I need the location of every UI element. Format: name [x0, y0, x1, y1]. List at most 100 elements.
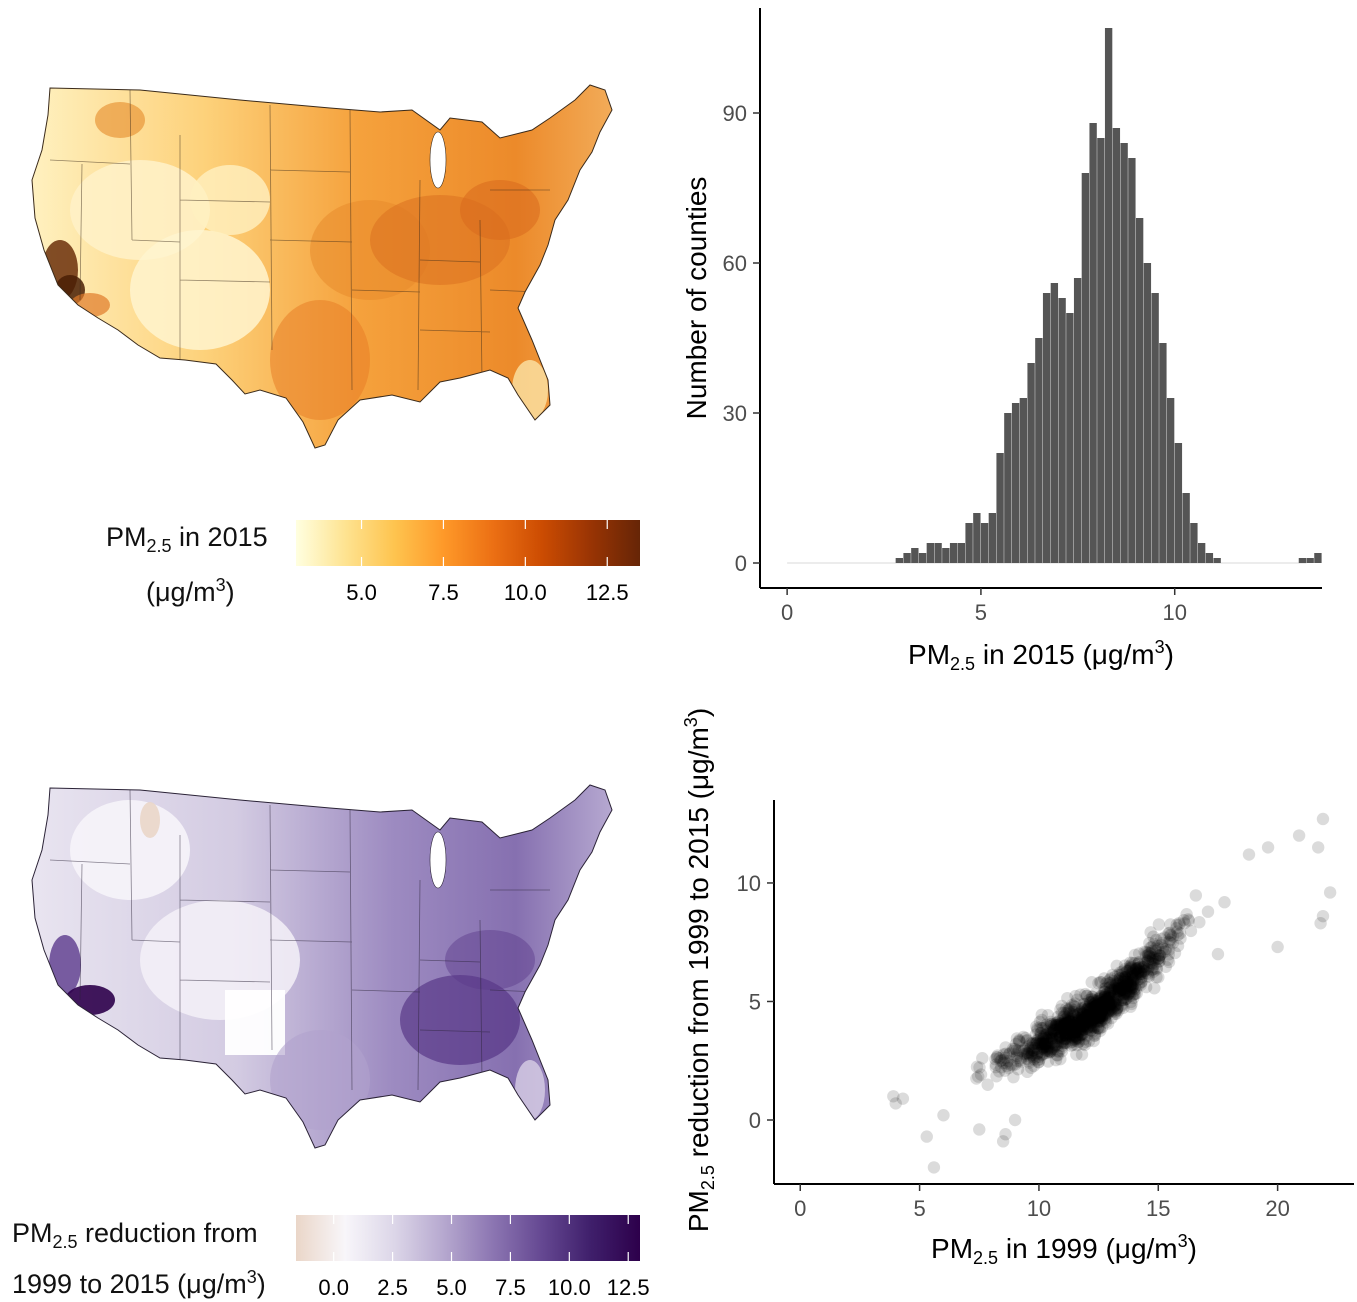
scatter-point — [1072, 1015, 1085, 1028]
scatter-point — [1104, 1002, 1117, 1015]
histogram-bar — [1314, 553, 1322, 563]
scatter-point — [1118, 980, 1131, 993]
scatter-point — [1118, 987, 1131, 1000]
scatter-point — [1124, 995, 1138, 1009]
scatter-point — [1042, 1044, 1056, 1058]
scatter-point — [1101, 1017, 1115, 1030]
scatter-point — [1058, 1032, 1072, 1046]
scatter-point — [1039, 1037, 1052, 1050]
scatter-point — [1201, 905, 1215, 918]
histogram-bar — [1073, 278, 1082, 563]
scatter-point — [994, 1054, 1007, 1068]
scatter-point — [1107, 984, 1120, 997]
scatter-point — [1074, 1021, 1087, 1035]
scatter-point — [1094, 1004, 1108, 1018]
scatter-point — [1027, 1053, 1041, 1066]
scatter-point — [989, 1058, 1002, 1071]
scatter-point — [971, 1070, 985, 1083]
scatter-point — [1147, 963, 1160, 976]
scatter-point — [1261, 841, 1275, 854]
scatter-point — [1085, 1011, 1099, 1024]
scatter-point — [1132, 947, 1146, 960]
scatter-point — [1092, 1012, 1106, 1025]
scatter-point — [1076, 1023, 1090, 1037]
scatter-point — [1092, 1011, 1105, 1025]
scatter-point — [1070, 1048, 1083, 1061]
scatter-point — [1051, 1010, 1064, 1024]
scatter-point — [1086, 1025, 1099, 1038]
scatter-point — [1046, 1029, 1059, 1043]
histogram-bar — [1104, 28, 1113, 563]
scatter-point — [1103, 980, 1117, 994]
scatter-point — [1106, 968, 1119, 982]
scatter-point — [1041, 1040, 1055, 1053]
scatter-point — [1074, 1005, 1088, 1019]
scatter-point — [1149, 933, 1163, 947]
scatter-point — [1061, 1010, 1074, 1023]
scatter-point — [1076, 1014, 1089, 1027]
scatter-point — [1139, 980, 1153, 994]
scatter-point — [1111, 968, 1125, 982]
map2-legend-title-line2: 1999 to 2015 (μg/m3) — [12, 1267, 266, 1299]
scatter-point — [1091, 994, 1105, 1008]
scatter-point — [1083, 995, 1097, 1009]
scatter-point — [1037, 1041, 1050, 1054]
scatter-point — [1151, 939, 1164, 953]
scatter-point — [1158, 931, 1171, 944]
scatter-point — [1150, 970, 1163, 984]
scatter-point — [1097, 996, 1111, 1009]
scatter-point — [1058, 1017, 1072, 1031]
scatter-point — [1044, 1017, 1057, 1031]
scatter-point — [1114, 994, 1128, 1007]
scatter-point — [1095, 1011, 1108, 1025]
scatter-point — [1096, 1004, 1110, 1017]
scatter-point — [1052, 1014, 1066, 1028]
scatter-point — [1117, 975, 1130, 989]
scatter-point — [1069, 1033, 1082, 1046]
scatter-point — [1050, 1048, 1064, 1062]
scatter-point — [1113, 988, 1126, 1002]
scatter-point — [1109, 998, 1123, 1011]
scatter-point — [1112, 985, 1125, 998]
scatter-point — [1041, 1031, 1055, 1044]
scatter-point — [1058, 1029, 1072, 1043]
scatter-point — [1075, 1002, 1089, 1015]
scatter-point — [1031, 1046, 1044, 1060]
scatter-point — [1138, 965, 1152, 978]
scatter-point — [1084, 1008, 1098, 1021]
scatter-point — [1060, 1036, 1074, 1050]
scatter-point — [1125, 997, 1138, 1011]
scatter-point — [1084, 1023, 1098, 1037]
scatter-point — [1058, 1022, 1071, 1035]
scatter-point — [1099, 993, 1113, 1006]
scatter-point — [1080, 1013, 1093, 1026]
scatter-point — [1038, 1038, 1052, 1051]
scatter-point — [1070, 1029, 1083, 1043]
scatter-point — [1164, 918, 1177, 931]
scatter-point — [1035, 1022, 1048, 1035]
scatter-x-tick-label: 15 — [1146, 1196, 1170, 1221]
scatter-y-tick-label: 5 — [749, 989, 761, 1014]
scatter-point — [1171, 928, 1185, 942]
scatter-point — [1128, 972, 1142, 986]
scatter-point — [1056, 1020, 1070, 1033]
scatter-point — [973, 1123, 986, 1136]
hist-y-axis-title: Number of counties — [681, 177, 712, 420]
scatter-point — [1081, 1014, 1095, 1028]
scatter-point — [1094, 976, 1108, 989]
scatter-point — [1141, 967, 1155, 980]
scatter-point — [1162, 948, 1175, 961]
scatter-point — [1018, 1047, 1031, 1061]
scatter-point — [1075, 1018, 1088, 1031]
scatter-point — [1040, 1032, 1054, 1045]
scatter-point — [1105, 995, 1119, 1009]
scatter-point — [1058, 1016, 1071, 1030]
scatter-point — [1141, 948, 1155, 962]
scatter-point — [1078, 1038, 1092, 1052]
scatter-point — [1105, 1011, 1118, 1025]
scatter-point — [1044, 1019, 1058, 1033]
scatter-point — [1090, 999, 1103, 1012]
scatter-point — [1111, 974, 1125, 987]
scatter-point — [1109, 1005, 1122, 1018]
scatter-point — [1059, 1017, 1072, 1031]
